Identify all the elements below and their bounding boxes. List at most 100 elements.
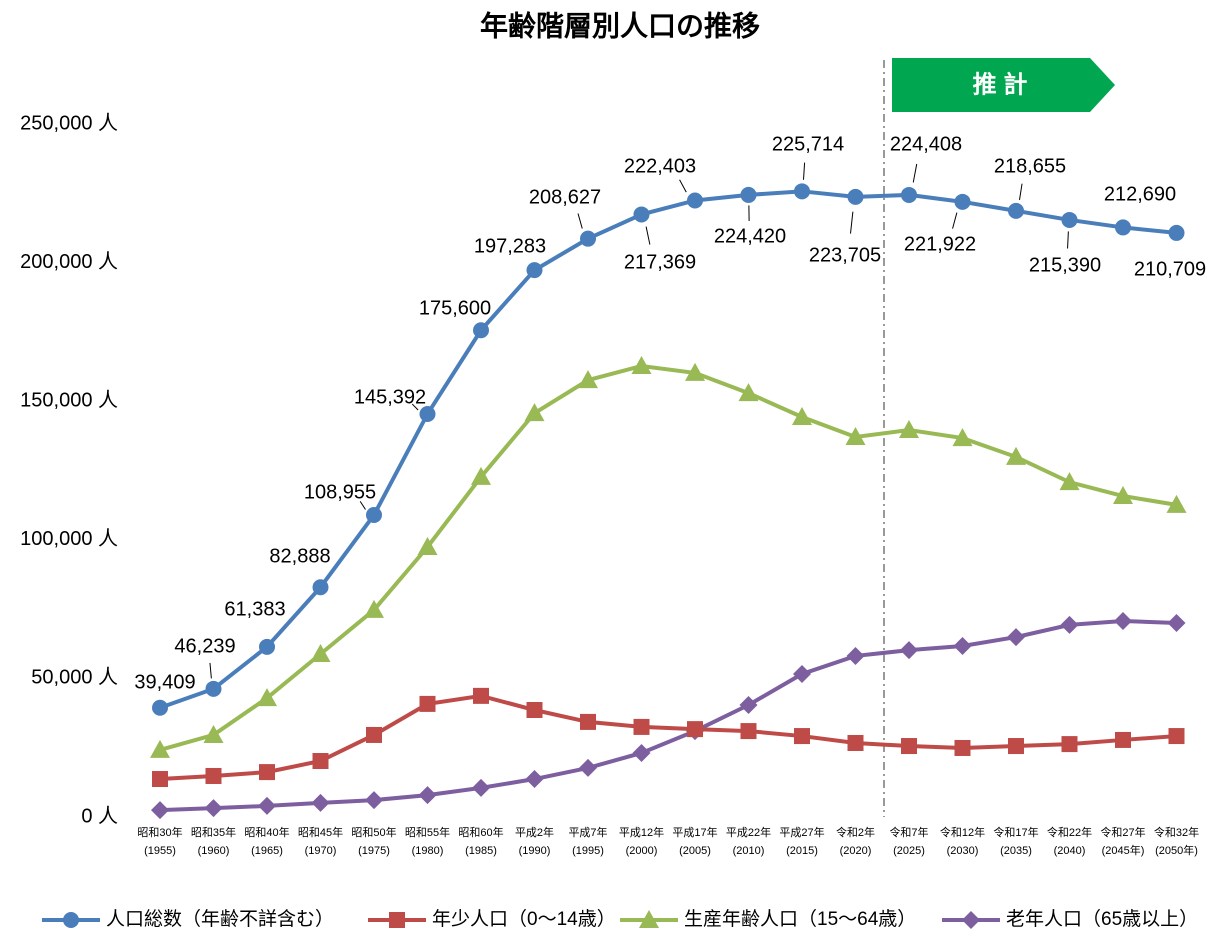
data-point — [311, 793, 330, 812]
x-tick-label: (1965) — [251, 845, 283, 857]
data-label: 222,403 — [624, 155, 696, 177]
data-label: 218,655 — [994, 155, 1066, 177]
x-tick-label: (2045年) — [1102, 843, 1145, 857]
legend-label: 人口総数（年齢不詳含む） — [106, 908, 334, 930]
data-point — [151, 801, 169, 820]
y-tick-label: 0 人 — [81, 804, 118, 827]
data-point — [1115, 731, 1131, 748]
leader-line — [912, 163, 918, 183]
data-point — [685, 362, 705, 381]
data-point — [954, 193, 971, 210]
data-label: 61,383 — [224, 598, 285, 620]
data-point — [633, 206, 650, 223]
data-point — [847, 734, 864, 751]
forecast-label: 推 計 — [973, 70, 1028, 98]
x-tick-label: (1960) — [198, 845, 230, 857]
x-tick-label: (2000) — [626, 845, 658, 857]
x-tick-label: (2010) — [733, 845, 765, 857]
series-line — [159, 619, 1177, 813]
y-tick-label: 100,000 人 — [20, 527, 118, 550]
leader-line — [1019, 183, 1023, 200]
x-tick-label: 昭和30年 — [137, 825, 182, 839]
x-tick-label: 平成7年 — [568, 825, 607, 839]
data-point — [1008, 202, 1024, 219]
data-point — [740, 186, 757, 203]
legend-label: 年少人口（0～14歳） — [432, 908, 616, 930]
data-point — [847, 188, 864, 205]
data-point — [204, 799, 223, 818]
data-point — [952, 428, 973, 447]
data-point — [312, 579, 329, 596]
leader-line — [577, 213, 583, 229]
data-point — [1008, 738, 1024, 755]
data-point — [203, 724, 224, 743]
data-point — [524, 403, 545, 422]
data-point — [526, 702, 543, 719]
data-label: 217,369 — [624, 251, 696, 273]
data-point — [792, 407, 812, 426]
data-point — [846, 646, 865, 665]
data-label: 39,409 — [134, 671, 195, 693]
x-tick-label: 平成27年 — [779, 825, 824, 839]
data-point — [954, 739, 971, 756]
legend-marker — [63, 912, 79, 928]
data-label: 224,408 — [890, 133, 962, 155]
data-point — [901, 738, 917, 755]
x-tick-label: 令和7年 — [889, 825, 928, 839]
legend-label: 生産年齢人口（15～64歳） — [684, 908, 916, 930]
data-point — [1061, 736, 1078, 753]
data-point — [205, 680, 222, 697]
data-point — [1166, 494, 1187, 513]
data-point — [687, 721, 703, 738]
data-point — [740, 723, 757, 740]
x-tick-label: 昭和35年 — [191, 825, 236, 839]
data-point — [419, 695, 436, 712]
y-tick-label: 250,000 人 — [20, 111, 118, 134]
data-point — [258, 796, 276, 815]
x-tick-label: 昭和55年 — [405, 825, 450, 839]
data-point — [580, 713, 596, 730]
leader-line — [850, 211, 854, 234]
x-tick-label: (2030) — [947, 845, 979, 857]
leader-line — [645, 226, 651, 245]
data-point — [1113, 486, 1133, 505]
x-tick-label: 昭和60年 — [458, 825, 503, 839]
x-tick-label: (1985) — [465, 845, 497, 857]
data-point — [1006, 446, 1026, 465]
data-point — [152, 699, 168, 716]
x-tick-label: 平成17年 — [672, 825, 717, 839]
data-point — [525, 770, 544, 789]
data-point — [1115, 219, 1131, 236]
data-label: 225,714 — [772, 133, 844, 155]
data-label: 46,239 — [174, 635, 235, 657]
data-label: 82,888 — [269, 545, 330, 567]
data-point — [205, 767, 222, 784]
chart-title: 年齢階層別人口の推移 — [480, 9, 760, 41]
data-point — [1168, 728, 1185, 745]
data-point — [418, 786, 437, 805]
data-point — [901, 186, 917, 203]
data-point — [312, 753, 329, 770]
data-point — [580, 230, 596, 247]
data-point — [473, 687, 489, 704]
x-tick-label: 令和27年 — [1100, 825, 1145, 839]
data-label: 197,283 — [474, 235, 546, 257]
y-tick-label: 200,000 人 — [20, 250, 118, 273]
data-point — [687, 192, 703, 209]
data-label: 145,392 — [354, 386, 426, 408]
data-point — [257, 688, 277, 707]
data-point — [794, 728, 810, 745]
data-point — [845, 426, 866, 445]
data-label: 212,690 — [1104, 183, 1176, 205]
data-label: 221,922 — [904, 233, 976, 255]
data-point — [1007, 628, 1025, 647]
data-point — [578, 370, 598, 389]
data-point — [739, 696, 758, 715]
x-tick-label: (2050年) — [1155, 843, 1198, 857]
data-point — [472, 778, 490, 797]
data-label: 108,955 — [304, 481, 376, 503]
x-tick-label: 昭和45年 — [298, 825, 343, 839]
leader-line — [209, 662, 212, 679]
data-point — [365, 791, 383, 810]
